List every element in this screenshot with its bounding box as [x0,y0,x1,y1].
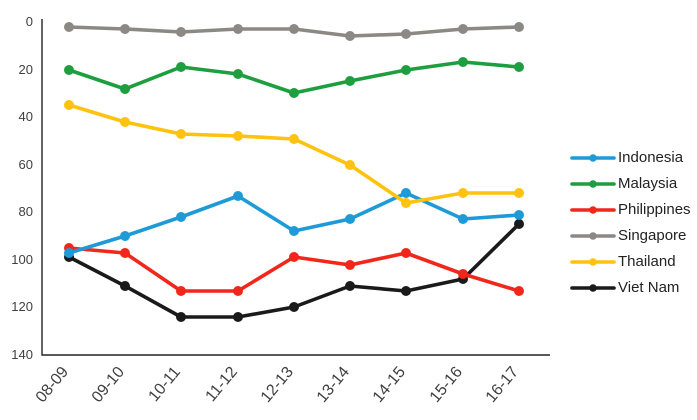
svg-text:13-14: 13-14 [314,364,353,406]
svg-text:14-15: 14-15 [370,364,409,406]
svg-text:15-16: 15-16 [427,364,466,406]
svg-text:120: 120 [11,299,33,314]
svg-text:Indonesia: Indonesia [618,149,684,166]
svg-text:20: 20 [19,62,33,77]
svg-text:Malaysia: Malaysia [618,175,678,192]
svg-text:12-13: 12-13 [258,364,297,406]
svg-text:08-09: 08-09 [33,364,72,406]
svg-text:40: 40 [19,109,33,124]
svg-text:09-10: 09-10 [89,364,128,406]
svg-text:16-17: 16-17 [483,364,522,406]
svg-text:Philippines: Philippines [618,201,691,218]
svg-text:Singapore: Singapore [618,227,686,244]
svg-text:0: 0 [26,14,33,29]
svg-text:60: 60 [19,157,33,172]
svg-text:11-12: 11-12 [203,364,242,405]
svg-text:140: 140 [11,347,33,362]
svg-text:100: 100 [11,252,33,267]
svg-text:Viet Nam: Viet Nam [618,279,679,296]
svg-text:Thailand: Thailand [618,253,676,270]
svg-text:80: 80 [19,204,33,219]
svg-text:10-11: 10-11 [146,364,185,405]
